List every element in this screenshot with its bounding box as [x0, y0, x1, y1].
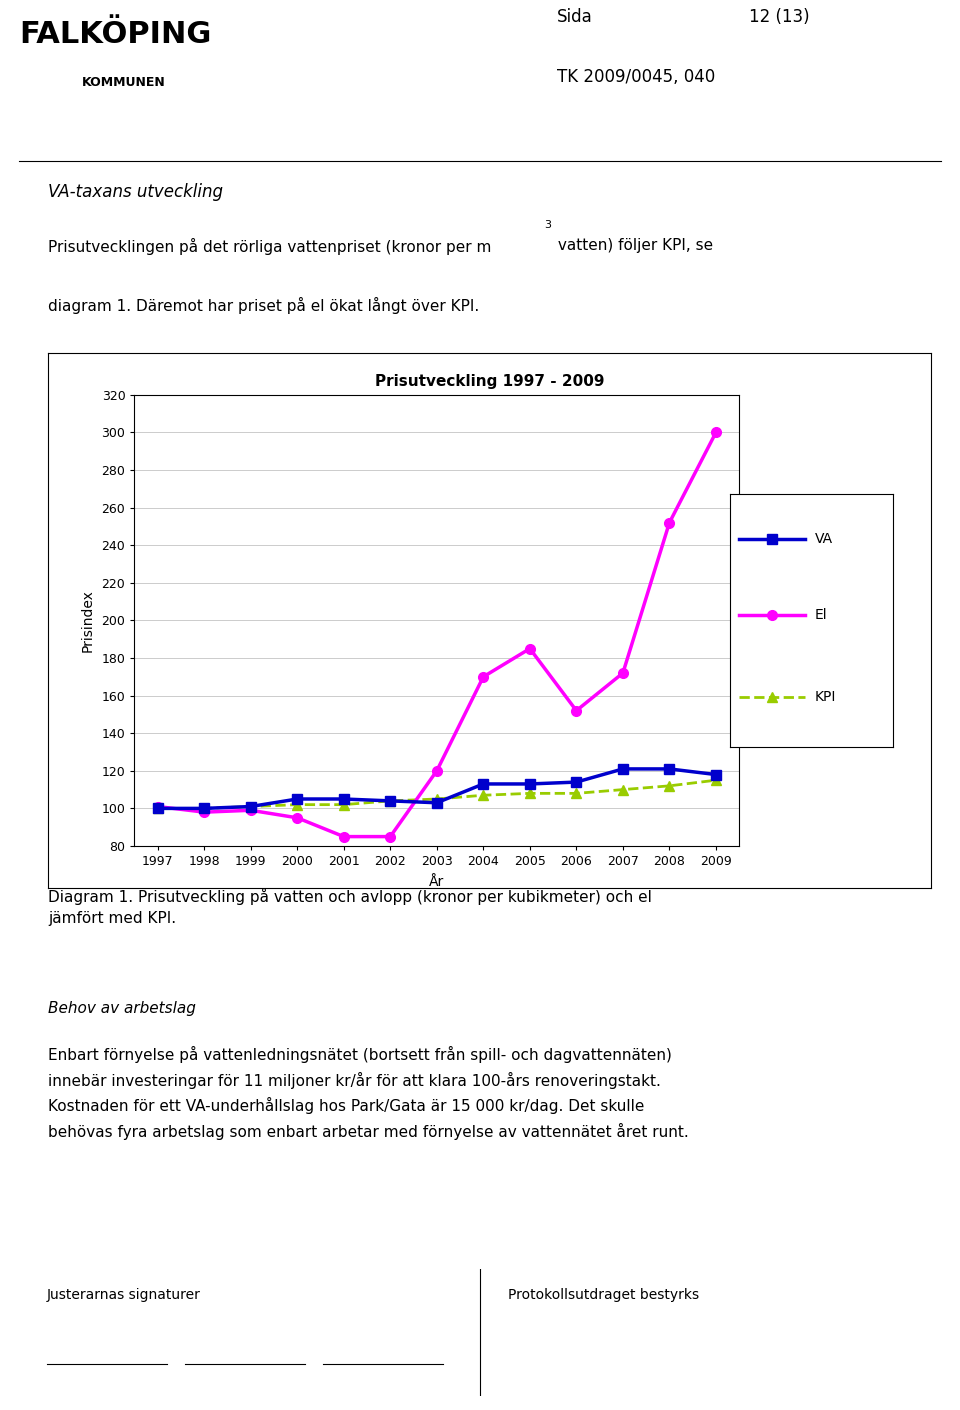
Text: Sida: Sida: [557, 8, 592, 27]
Line: El: El: [153, 427, 721, 842]
VA: [477, 776, 489, 792]
VA: [617, 760, 629, 777]
KPI: [152, 799, 163, 816]
Text: 3: 3: [544, 220, 551, 230]
VA: [524, 776, 536, 792]
KPI: [338, 797, 349, 814]
El: [477, 668, 489, 685]
Text: 12 (13): 12 (13): [749, 8, 809, 27]
KPI: [663, 777, 675, 794]
VA: [431, 794, 443, 811]
Y-axis label: Prisindex: Prisindex: [81, 589, 94, 651]
Text: vatten) följer KPI, se: vatten) följer KPI, se: [553, 238, 713, 254]
VA: [663, 760, 675, 777]
VA: [292, 791, 303, 808]
KPI: [710, 771, 722, 788]
Text: FALKÖPING: FALKÖPING: [19, 20, 211, 49]
KPI: [570, 785, 582, 802]
El: [152, 798, 163, 815]
El: [710, 424, 722, 441]
Text: KPI: KPI: [814, 689, 836, 704]
El: [338, 828, 349, 845]
Text: Diagram 1. Prisutveckling på vatten och avlopp (kronor per kubikmeter) och el
jä: Diagram 1. Prisutveckling på vatten och …: [48, 888, 652, 926]
El: [524, 640, 536, 657]
Line: VA: VA: [153, 764, 721, 814]
Text: Protokollsutdraget bestyrks: Protokollsutdraget bestyrks: [508, 1289, 699, 1301]
VA: [570, 774, 582, 791]
Text: Enbart förnyelse på vattenledningsnätet (bortsett från spill- och dagvattennäten: Enbart förnyelse på vattenledningsnätet …: [48, 1046, 688, 1139]
El: [385, 828, 396, 845]
VA: [245, 798, 256, 815]
KPI: [385, 792, 396, 809]
Text: Behov av arbetslag: Behov av arbetslag: [48, 1001, 196, 1017]
X-axis label: År: År: [429, 876, 444, 888]
VA: [710, 766, 722, 783]
Line: KPI: KPI: [153, 776, 721, 814]
Text: Justerarnas signaturer: Justerarnas signaturer: [47, 1289, 201, 1301]
Text: TK 2009/0045, 040: TK 2009/0045, 040: [557, 68, 715, 86]
El: [199, 804, 210, 821]
Text: Prisutveckling 1997 - 2009: Prisutveckling 1997 - 2009: [374, 374, 605, 389]
Text: El: El: [814, 608, 828, 622]
El: [617, 664, 629, 681]
KPI: [477, 787, 489, 804]
KPI: [292, 797, 303, 814]
Text: KOMMUNEN: KOMMUNEN: [82, 76, 165, 89]
KPI: [199, 799, 210, 816]
KPI: [431, 791, 443, 808]
KPI: [524, 785, 536, 802]
KPI: [245, 798, 256, 815]
VA: [385, 792, 396, 809]
Text: VA: VA: [814, 532, 832, 546]
Text: Prisutvecklingen på det rörliga vattenpriset (kronor per m: Prisutvecklingen på det rörliga vattenpr…: [48, 238, 492, 255]
Text: diagram 1. Däremot har priset på el ökat långt över KPI.: diagram 1. Däremot har priset på el ökat…: [48, 298, 479, 314]
El: [431, 763, 443, 780]
KPI: [617, 781, 629, 798]
El: [245, 802, 256, 819]
VA: [199, 799, 210, 816]
Text: VA-taxans utveckling: VA-taxans utveckling: [48, 183, 223, 202]
VA: [152, 799, 163, 816]
El: [663, 515, 675, 532]
VA: [338, 791, 349, 808]
El: [292, 809, 303, 826]
El: [570, 702, 582, 719]
